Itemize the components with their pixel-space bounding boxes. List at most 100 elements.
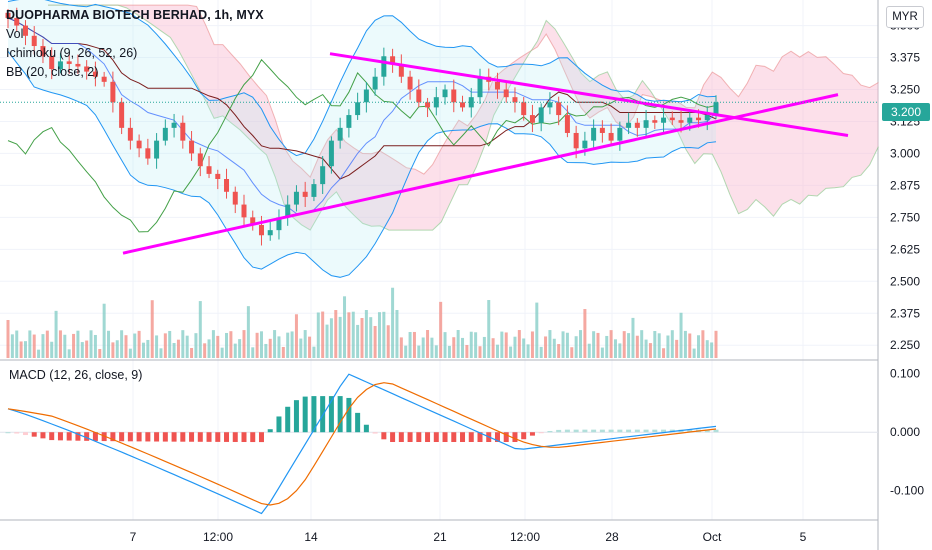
volume-bar [294,314,298,358]
volume-bar [500,331,504,358]
macd-histogram-bar [652,429,658,433]
volume-bar [76,330,80,358]
candle-body [119,102,125,128]
volume-bar [32,334,36,358]
macd-histogram-bar [110,432,116,442]
macd-histogram-bar [49,432,55,441]
time-tick-label: 7 [130,530,137,544]
candle-body [363,89,369,103]
volume-bar [491,338,495,358]
legend-macd[interactable]: MACD (12, 26, close, 9) [9,368,143,382]
candle-body [626,122,632,128]
macd-histogram-bar [547,430,553,433]
candle-body [643,120,649,128]
volume-bar [176,339,180,358]
volume-bar [640,330,644,358]
macd-histogram-bar [241,432,247,443]
macd-histogram-bar [92,432,98,441]
macd-histogram-bar [425,432,431,443]
price-tick-label: 3.375 [890,51,920,65]
volume-bar [251,347,255,358]
volume-bar [181,330,185,358]
volume-bar [50,341,54,358]
macd-histogram-bar [582,429,588,433]
candle-body [136,140,142,149]
macd-histogram-bar [293,400,299,433]
volume-bar [373,325,377,358]
time-tick-label: 28 [605,530,619,544]
macd-histogram-bar [162,432,168,442]
volume-bar [382,311,386,358]
volume-bar [273,330,277,358]
time-tick-label: Oct [703,530,722,544]
trendline-upper [329,52,849,138]
volume-bar [107,330,111,358]
macd-histogram-bar [215,432,221,442]
volume-bar [41,334,45,358]
volume-bar [211,330,215,358]
macd-histogram-bar [232,432,238,442]
macd-histogram-bar [276,416,282,433]
volume-bar [535,302,539,358]
macd-histogram-bar [250,432,256,443]
volume-bar [225,332,229,358]
trendlines[interactable] [0,52,878,255]
macd-histogram-bar [302,396,308,433]
bollinger-bands [7,0,717,278]
macd-histogram-bar [634,429,640,433]
volume-bar [395,310,399,358]
candle-body [599,127,605,133]
volume-bar [557,344,561,358]
volume-bar [72,333,76,358]
legend-vol[interactable]: Vol [6,27,24,41]
legend-ichimoku[interactable]: Ichimoku (9, 26, 52, 26) [6,46,138,60]
candle-body [494,81,500,90]
price-tick-label: 2.750 [890,210,920,224]
macd-histogram-bar [57,432,63,441]
candle-body [75,63,81,67]
macd-histogram-bar [206,432,212,442]
candle-body [704,115,710,121]
time-tick-label: 12:00 [203,530,233,544]
legend-bb[interactable]: BB (20, close, 2) [6,65,99,79]
senkou-span-b [48,4,879,231]
volume-bar [618,343,622,358]
candle-body [285,204,291,218]
volume-bar [334,310,338,358]
currency-button[interactable]: MYR [886,6,924,28]
candle-body [5,12,11,18]
candle-body [634,122,640,128]
symbol-title[interactable]: DUOPHARMA BIOTECH BERHAD, 1h, MYX [6,8,264,22]
volume-bar [58,330,62,358]
volume-bar [666,335,670,358]
volume-bar [286,332,290,358]
candle-body [687,117,693,123]
macd-histogram-bar [127,432,133,442]
bb-upper [7,0,717,157]
volume-bar [19,341,23,358]
tenkan-line [7,17,717,214]
candle-body [661,117,667,123]
volume-bar [316,312,320,358]
macd-histogram-bar [22,432,28,436]
volume-bar [653,331,657,358]
volume-bar [412,331,416,358]
price-tick-label: 2.625 [890,242,920,256]
volume-bar [312,346,316,358]
volume-bar [98,348,102,358]
price-tick-label: 2.500 [890,274,920,288]
volume-bar [648,343,652,358]
volume-bar [404,345,408,358]
volume-bar [391,287,395,358]
macd-histogram-bar [390,432,396,443]
volume-bar [701,330,705,358]
macd-histogram-bar [75,432,81,441]
volume-bar [259,331,263,358]
volume-bar [159,348,163,358]
volume-bar [290,331,294,358]
volume-bar [168,330,172,358]
volume-bar [194,333,198,358]
candle-body [390,56,396,64]
